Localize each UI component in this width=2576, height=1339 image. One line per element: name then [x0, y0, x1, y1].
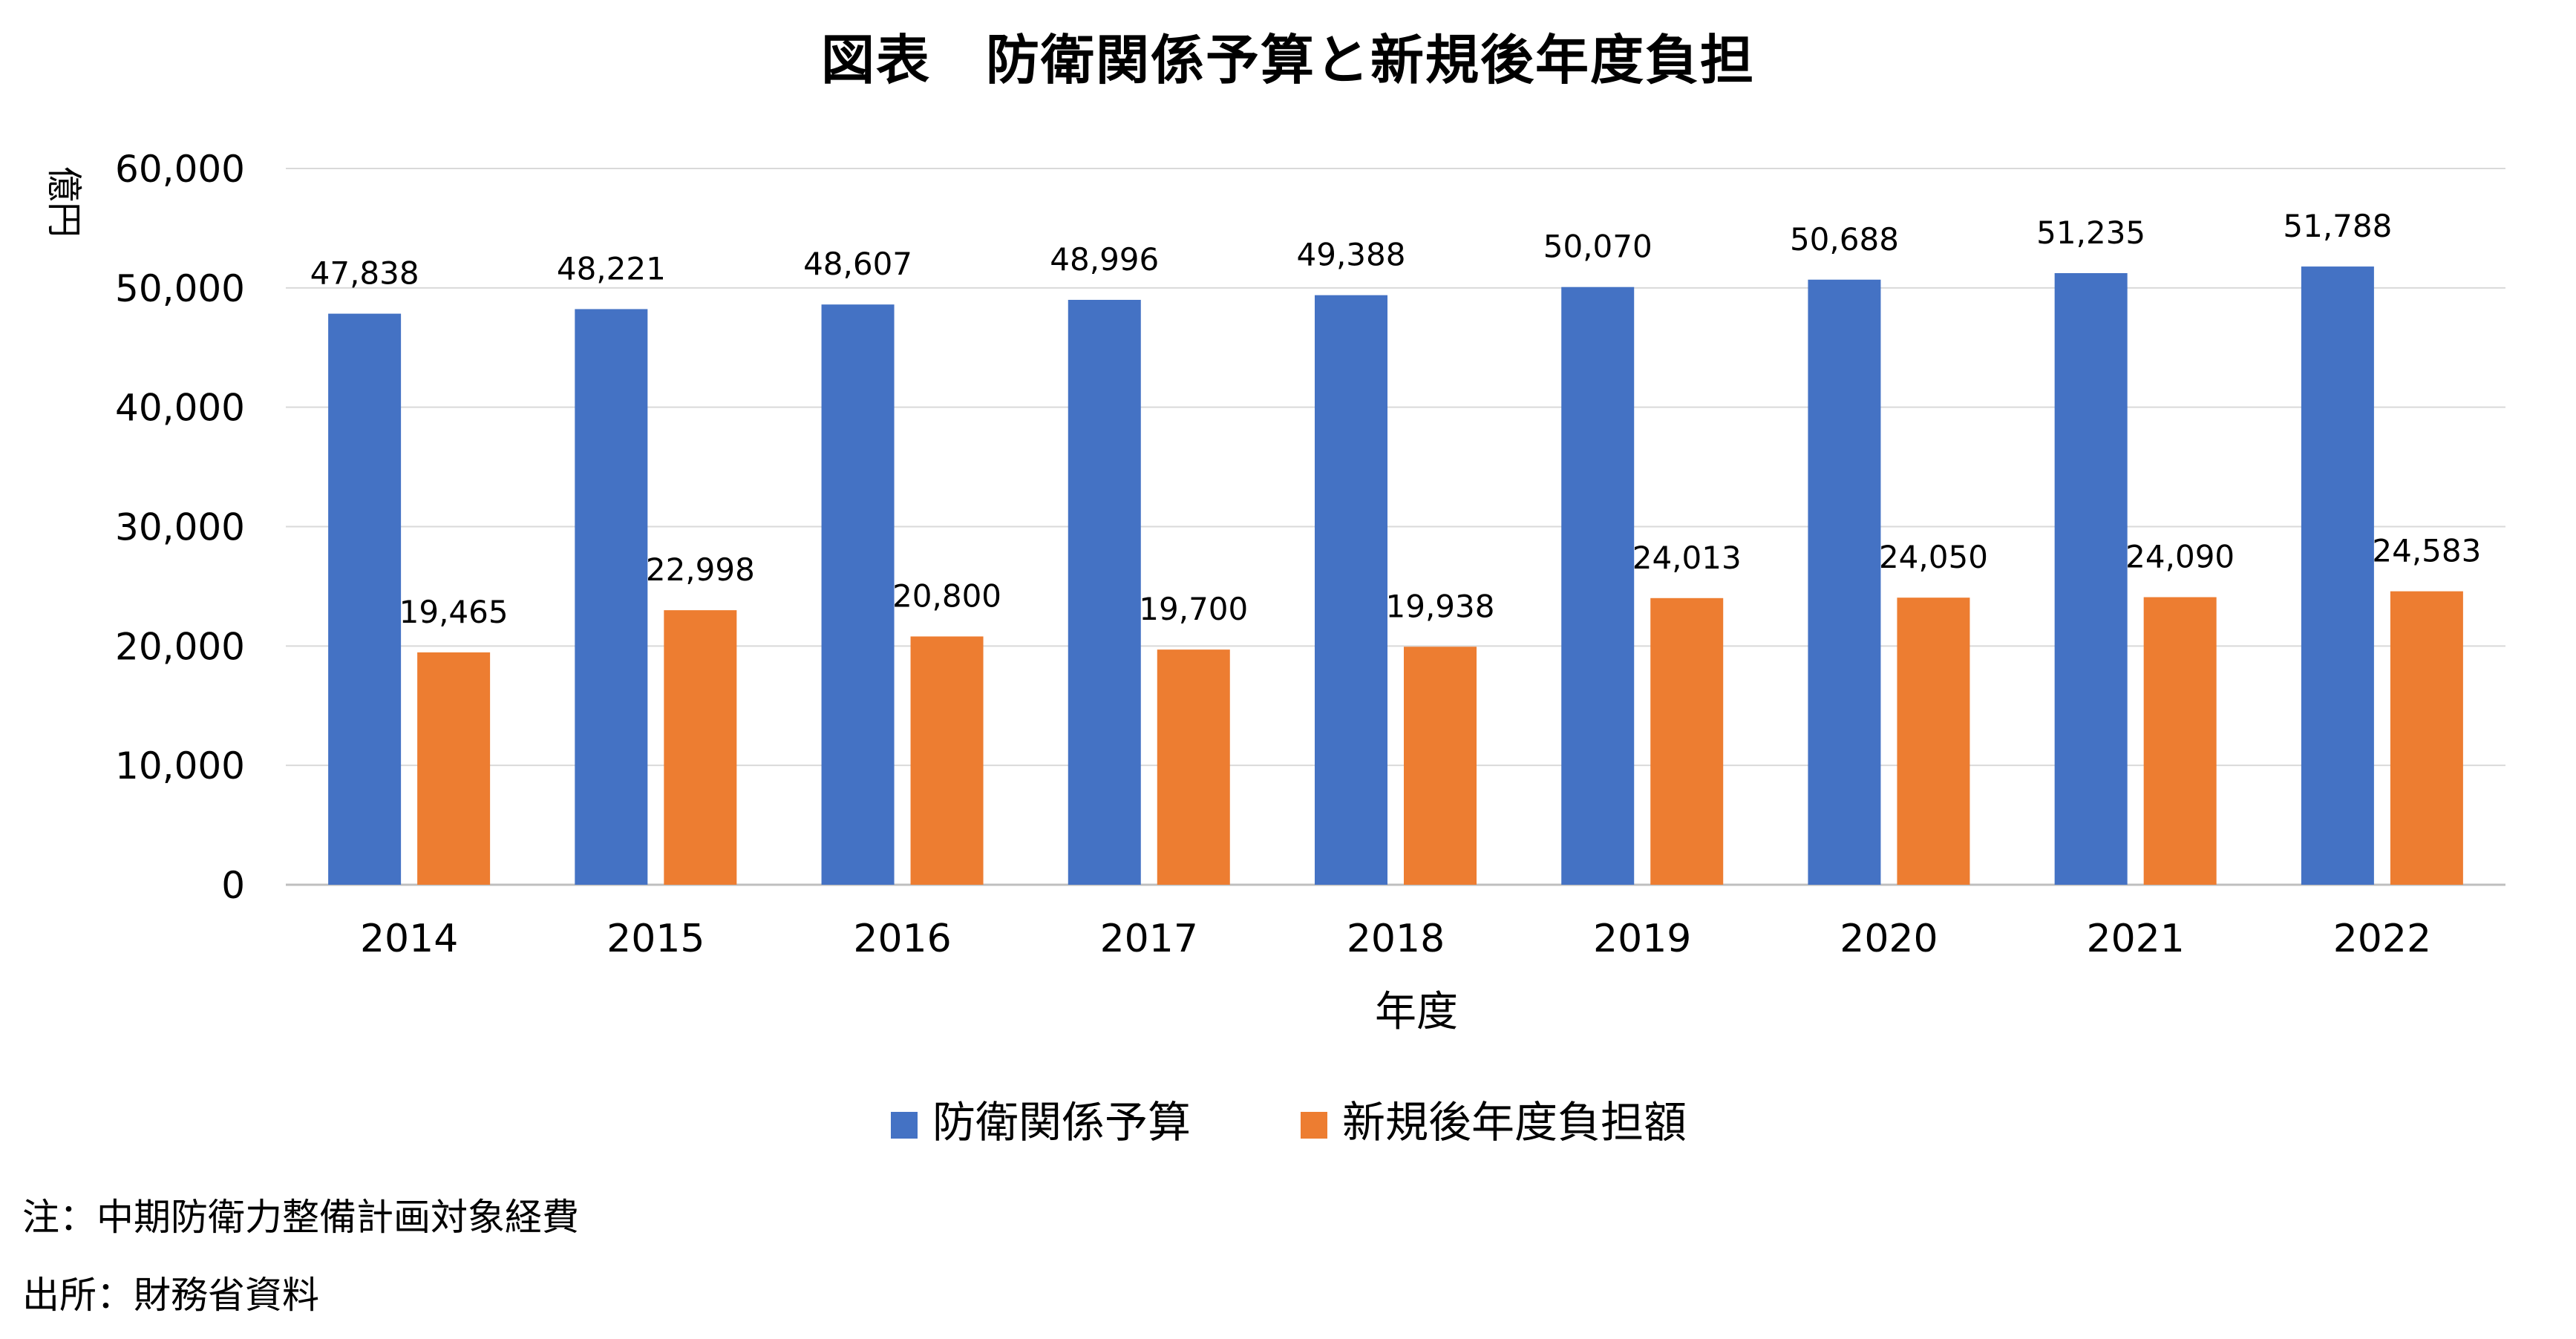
x-axis-label: 年度: [1375, 988, 1458, 1036]
data-label: 24,090: [2125, 539, 2235, 575]
gridlines: [286, 168, 2505, 886]
legend-swatch: [1301, 1112, 1327, 1139]
x-tick-label: 2018: [1347, 917, 1445, 961]
data-label: 20,800: [892, 577, 1001, 614]
bar-new-future-burden: [1650, 598, 1724, 885]
data-label: 47,838: [310, 255, 419, 292]
bar-new-future-burden: [1157, 649, 1230, 885]
x-tick-label: 2015: [607, 917, 705, 961]
data-label: 48,221: [557, 250, 666, 287]
bars: [328, 266, 2463, 885]
data-label: 50,688: [1790, 221, 1899, 258]
data-label: 19,938: [1386, 588, 1495, 624]
data-label: 19,700: [1139, 591, 1248, 627]
x-tick-label: 2016: [853, 917, 951, 961]
y-axis-label: 億円: [43, 166, 85, 238]
data-label: 50,070: [1543, 229, 1653, 265]
x-tick-labels: 2014 2015 2016 2017 2018 2019 2020 2021 2022: [360, 917, 2431, 961]
y-tick-label: 60,000: [115, 148, 245, 191]
bar-new-future-burden: [910, 636, 984, 885]
bar-new-future-burden: [1897, 598, 1970, 885]
y-tick-label: 10,000: [115, 744, 245, 788]
source-note: 出所：財務省資料: [22, 1274, 319, 1317]
x-tick-label: 2014: [360, 917, 458, 961]
bar-defense-budget: [2054, 272, 2128, 885]
legend-swatch: [891, 1112, 918, 1139]
legend: 防衛関係予算 新規後年度負担額: [891, 1097, 1687, 1148]
data-label: 24,013: [1632, 540, 1742, 576]
bar-defense-budget: [2301, 266, 2374, 885]
y-tick-label: 0: [221, 864, 245, 907]
data-label: 19,465: [399, 594, 509, 630]
data-label: 22,998: [646, 551, 755, 588]
x-tick-label: 2019: [1593, 917, 1691, 961]
data-label: 24,583: [2372, 533, 2481, 569]
y-tick-label: 40,000: [115, 387, 245, 430]
y-tick-label: 30,000: [115, 506, 245, 549]
bar-defense-budget: [328, 313, 402, 885]
data-label: 51,788: [2283, 208, 2392, 244]
bar-new-future-burden: [2390, 591, 2463, 885]
legend-label: 防衛関係予算: [932, 1097, 1191, 1148]
y-tick-label: 50,000: [115, 267, 245, 310]
data-label: 48,607: [803, 246, 912, 282]
bar-defense-budget: [1315, 295, 1387, 885]
data-label: 51,235: [2036, 215, 2145, 251]
footnote: 注：中期防衛力整備計画対象経費: [22, 1196, 579, 1239]
data-label: 49,388: [1297, 237, 1406, 273]
chart-title: 図表 防衛関係予算と新規後年度負担: [820, 29, 1755, 91]
bar-defense-budget: [1561, 287, 1635, 885]
data-labels: 47,838 19,465 48,221 22,998 48,607 20,800 48,9…: [310, 208, 2482, 630]
bar-defense-budget: [575, 309, 648, 885]
bar-new-future-burden: [1404, 646, 1477, 885]
y-tick-label: 20,000: [115, 625, 245, 668]
legend-label: 新規後年度負担額: [1342, 1097, 1687, 1148]
bar-new-future-burden: [2143, 597, 2217, 885]
bar-new-future-burden: [664, 610, 737, 885]
bar-new-future-burden: [417, 652, 491, 885]
data-label: 24,050: [1879, 539, 1988, 575]
data-label: 48,996: [1050, 241, 1159, 278]
x-tick-label: 2021: [2086, 917, 2184, 961]
bar-defense-budget: [1808, 279, 1881, 885]
x-tick-label: 2022: [2333, 917, 2431, 961]
y-tick-labels: 0 10,000 20,000 30,000 40,000 50,000 60,000: [115, 148, 245, 907]
bar-defense-budget: [1068, 299, 1141, 885]
bar-defense-budget: [821, 304, 895, 885]
x-tick-label: 2017: [1100, 917, 1198, 961]
x-tick-label: 2020: [1840, 917, 1938, 961]
